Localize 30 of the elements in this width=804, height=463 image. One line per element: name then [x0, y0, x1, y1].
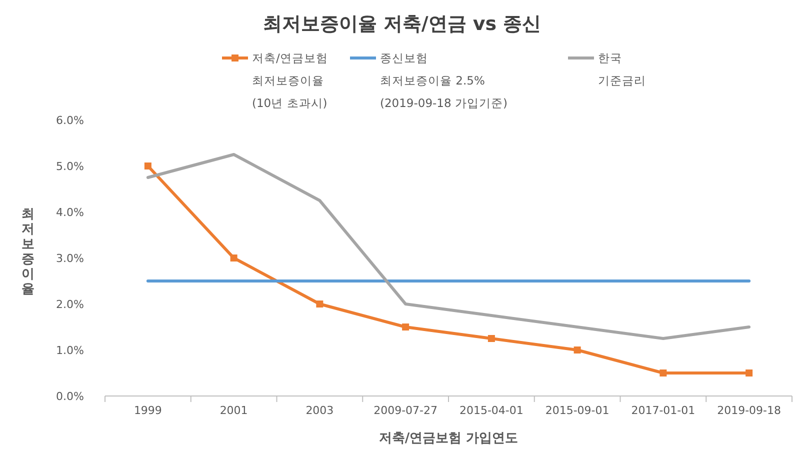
y-tick-label: 5.0% [56, 160, 84, 173]
y-tick-label: 2.0% [56, 298, 84, 311]
point [316, 300, 324, 308]
legend-label: 종신보험 최저보증이율 2.5% (2019-09-18 가입기준) [380, 51, 508, 110]
point [402, 324, 410, 330]
point [574, 346, 581, 354]
point [144, 162, 152, 170]
x-tick-label: 2017-01-01 [631, 404, 696, 417]
y-tick-label: 6.0% [56, 114, 84, 127]
chart-title: 최저보증이율 저축/연금 vs 종신 [262, 13, 542, 35]
y-tick-label: 3.0% [56, 252, 84, 265]
legend-label: 저축/연금보험 최저보증이율 (10년 초과시) [252, 51, 328, 110]
point [488, 335, 495, 342]
point [660, 370, 667, 376]
x-tick-label: 2009-07-27 [374, 404, 438, 417]
point [746, 370, 753, 376]
y-axis-title: 최저보증이율 [22, 207, 34, 297]
x-tick-label: 2015-04-01 [459, 404, 524, 417]
line-series [146, 153, 751, 340]
x-tick-label: 2019-09-18 [717, 404, 782, 417]
x-tick-label: 2003 [306, 404, 334, 417]
y-tick-label: 1.0% [56, 344, 84, 357]
x-tick-label: 2001 [220, 404, 248, 417]
y-tick-label: 4.0% [56, 206, 84, 219]
x-tick-label: 2015-09-01 [545, 404, 610, 417]
x-axis-title: 저축/연금보험 가입연도 [378, 431, 518, 446]
point [230, 254, 238, 262]
legend-label: 한국 기준금리 [598, 51, 646, 88]
y-tick-label: 0.0% [56, 390, 84, 403]
x-tick-label: 1999 [134, 404, 162, 417]
